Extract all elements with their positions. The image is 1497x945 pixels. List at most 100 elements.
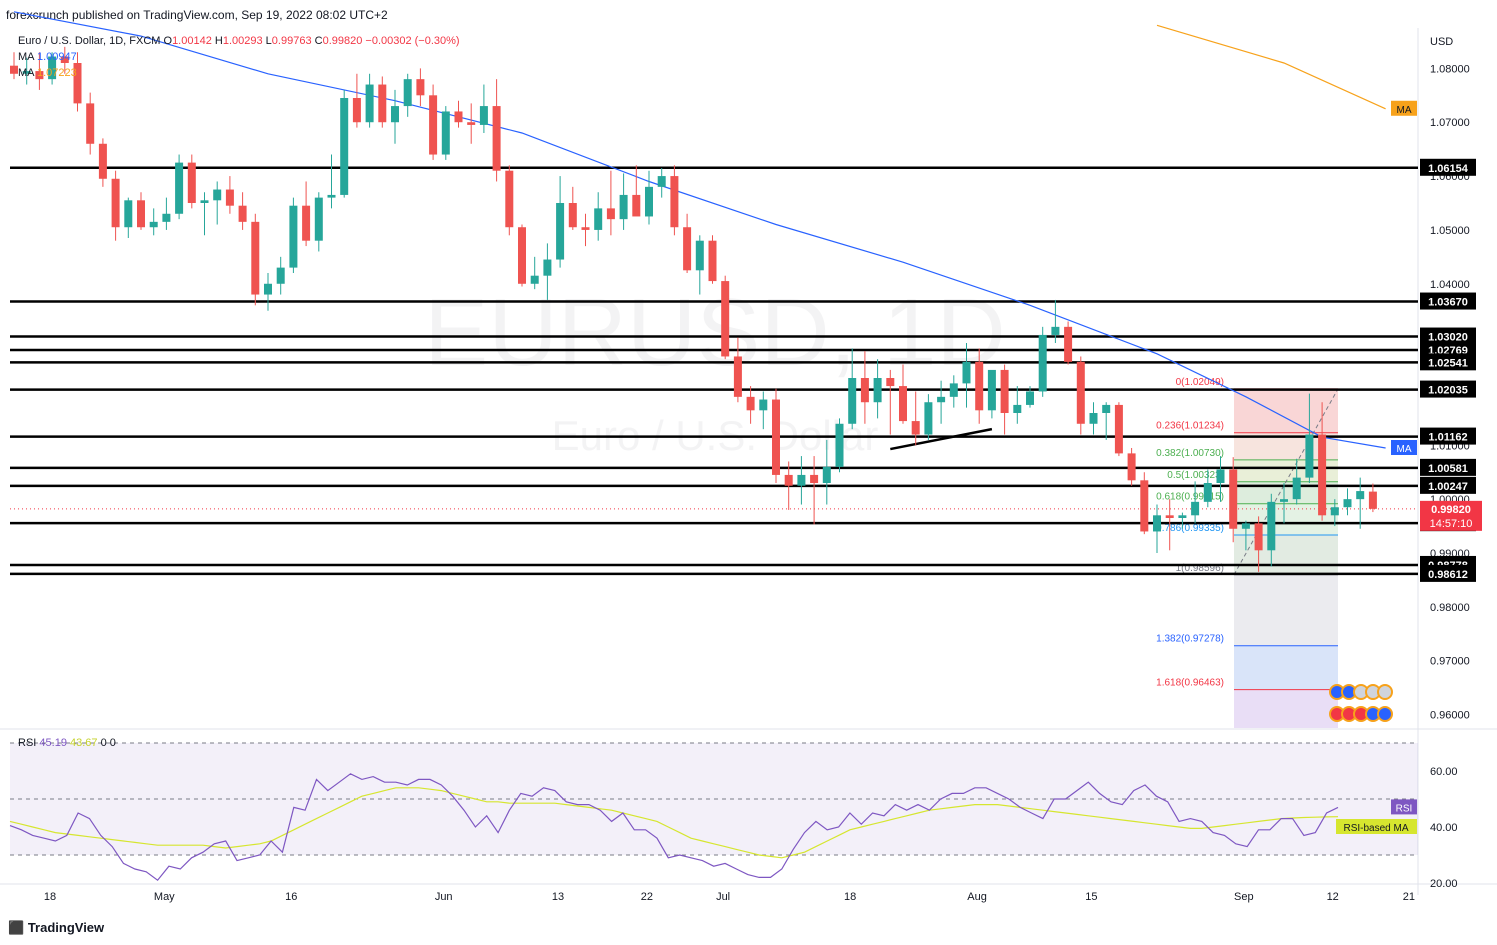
watermark-symbol: EURUSD, 1D [424,279,1005,386]
candle-body [721,281,730,357]
candle-body [1127,453,1136,481]
x-tick-label: 15 [1085,891,1097,903]
price-pane [0,28,1418,728]
x-tick-label: Jun [435,891,453,903]
candle-body [1076,361,1085,424]
rsi-tick-label: 40.00 [1430,822,1458,834]
tv-logo-icon: ⬛ [8,920,25,935]
level-price-tag [1420,476,1476,494]
candle-body [657,176,666,187]
x-tick-label: 16 [285,891,297,903]
legend-close-label: C [314,35,323,47]
candle-body [35,71,44,80]
legend-rsi: RSI 45.19 43.67 0 0 [18,737,116,749]
candle-body [162,213,171,222]
y-tick-label: 1.08000 [1430,63,1470,75]
level-price-label: 1.00581 [1428,463,1468,475]
publish-line: forexcrunch published on TradingView.com… [6,8,388,22]
fib-level-label: 0.236(1.01234) [1156,421,1224,432]
candle-body [149,221,158,228]
candle-body [1165,515,1174,518]
ma-orange-tag-label: MA [1397,105,1412,116]
moving-average-line [13,11,1386,449]
legend-rsi-extra: 0 [100,737,107,749]
candle-body [784,474,793,486]
candle-body [492,106,501,171]
legend-open-label: O [163,35,173,47]
fib-zone [1234,534,1338,575]
candle-body [899,386,907,422]
candle-body [1000,369,1009,413]
x-tick-label: Jul [716,891,730,903]
level-price-tag [1420,380,1476,398]
candle-body [530,275,539,284]
candle-body [73,63,82,104]
candle-body [314,197,323,241]
candle-body [1064,326,1073,362]
level-price-label: 1.06154 [1428,163,1469,175]
candle-body [759,399,768,411]
level-price-tag [1420,427,1476,445]
rsi-tick-label: 20.00 [1430,878,1458,890]
legend-rsi-label: RSI [18,737,37,749]
candle-body [1089,413,1098,424]
candle-body [1254,523,1263,551]
x-tick-label: 22 [641,891,653,903]
legend-ohlc: Euro / U.S. Dollar, 1D, FXCM O1.00142 H1… [18,35,460,47]
candle-body [467,122,476,125]
economic-event-icon [1377,684,1393,700]
candle-body [1356,491,1365,500]
y-tick-label: 1.05000 [1430,225,1470,237]
candle-body [645,186,653,217]
candle-body [606,208,615,220]
level-price-tag [1420,353,1476,371]
fib-level-label: 1(0.98596) [1176,563,1224,574]
chart-header: forexcrunch published on TradingView.com… [0,0,1497,28]
legend-ma1: MA 1.00947 [18,51,77,63]
candle-body [352,98,361,123]
legend-change: −0.00302 (−0.30%) [365,35,460,47]
candle-body [98,143,107,179]
legend-high-label: H [214,35,223,47]
candle-body [937,396,946,403]
tradingview-logo[interactable]: ⬛ TradingView [8,920,104,936]
legend-rsi-extra2: 0 [109,737,116,749]
candle-body [975,361,984,411]
rsi-line [9,773,1339,882]
candle-body [987,369,996,411]
legend-symbol: Euro / U.S. Dollar, 1D, FXCM [18,35,161,47]
candle-body [683,227,692,271]
candle-body [518,227,526,284]
candle-body [886,378,895,387]
rsi-ma-tag [1336,819,1417,834]
candle-body [327,194,336,198]
candle-body [60,56,69,63]
legend-ma1-label: MA [18,51,34,63]
legend-close: 0.99820 [322,35,363,47]
candle-body [1013,404,1022,413]
candle-body [581,227,590,230]
candle-body [619,194,628,220]
candle-body [568,203,577,228]
y-tick-label: 0.96000 [1430,710,1470,722]
level-price-tag [1420,564,1476,582]
fib-level-label: 0.5(1.00323) [1167,470,1224,481]
candle-body [416,79,425,96]
level-price-label: 1.03670 [1428,297,1468,309]
candle-body [835,423,844,467]
candle-body [187,162,196,203]
candle-body [251,221,260,295]
candle-body [1241,523,1250,529]
economic-event-icon [1377,706,1393,722]
rsi-tag [1391,799,1417,815]
candle-body [391,106,399,123]
candle-body [772,399,780,475]
candle-body [1203,483,1212,502]
candle-body [1216,469,1225,483]
candle-body [225,189,234,206]
fib-trend-line [1233,388,1339,575]
current-price-tag [1420,500,1482,531]
candle-body [708,240,717,282]
candle-body [924,402,933,435]
